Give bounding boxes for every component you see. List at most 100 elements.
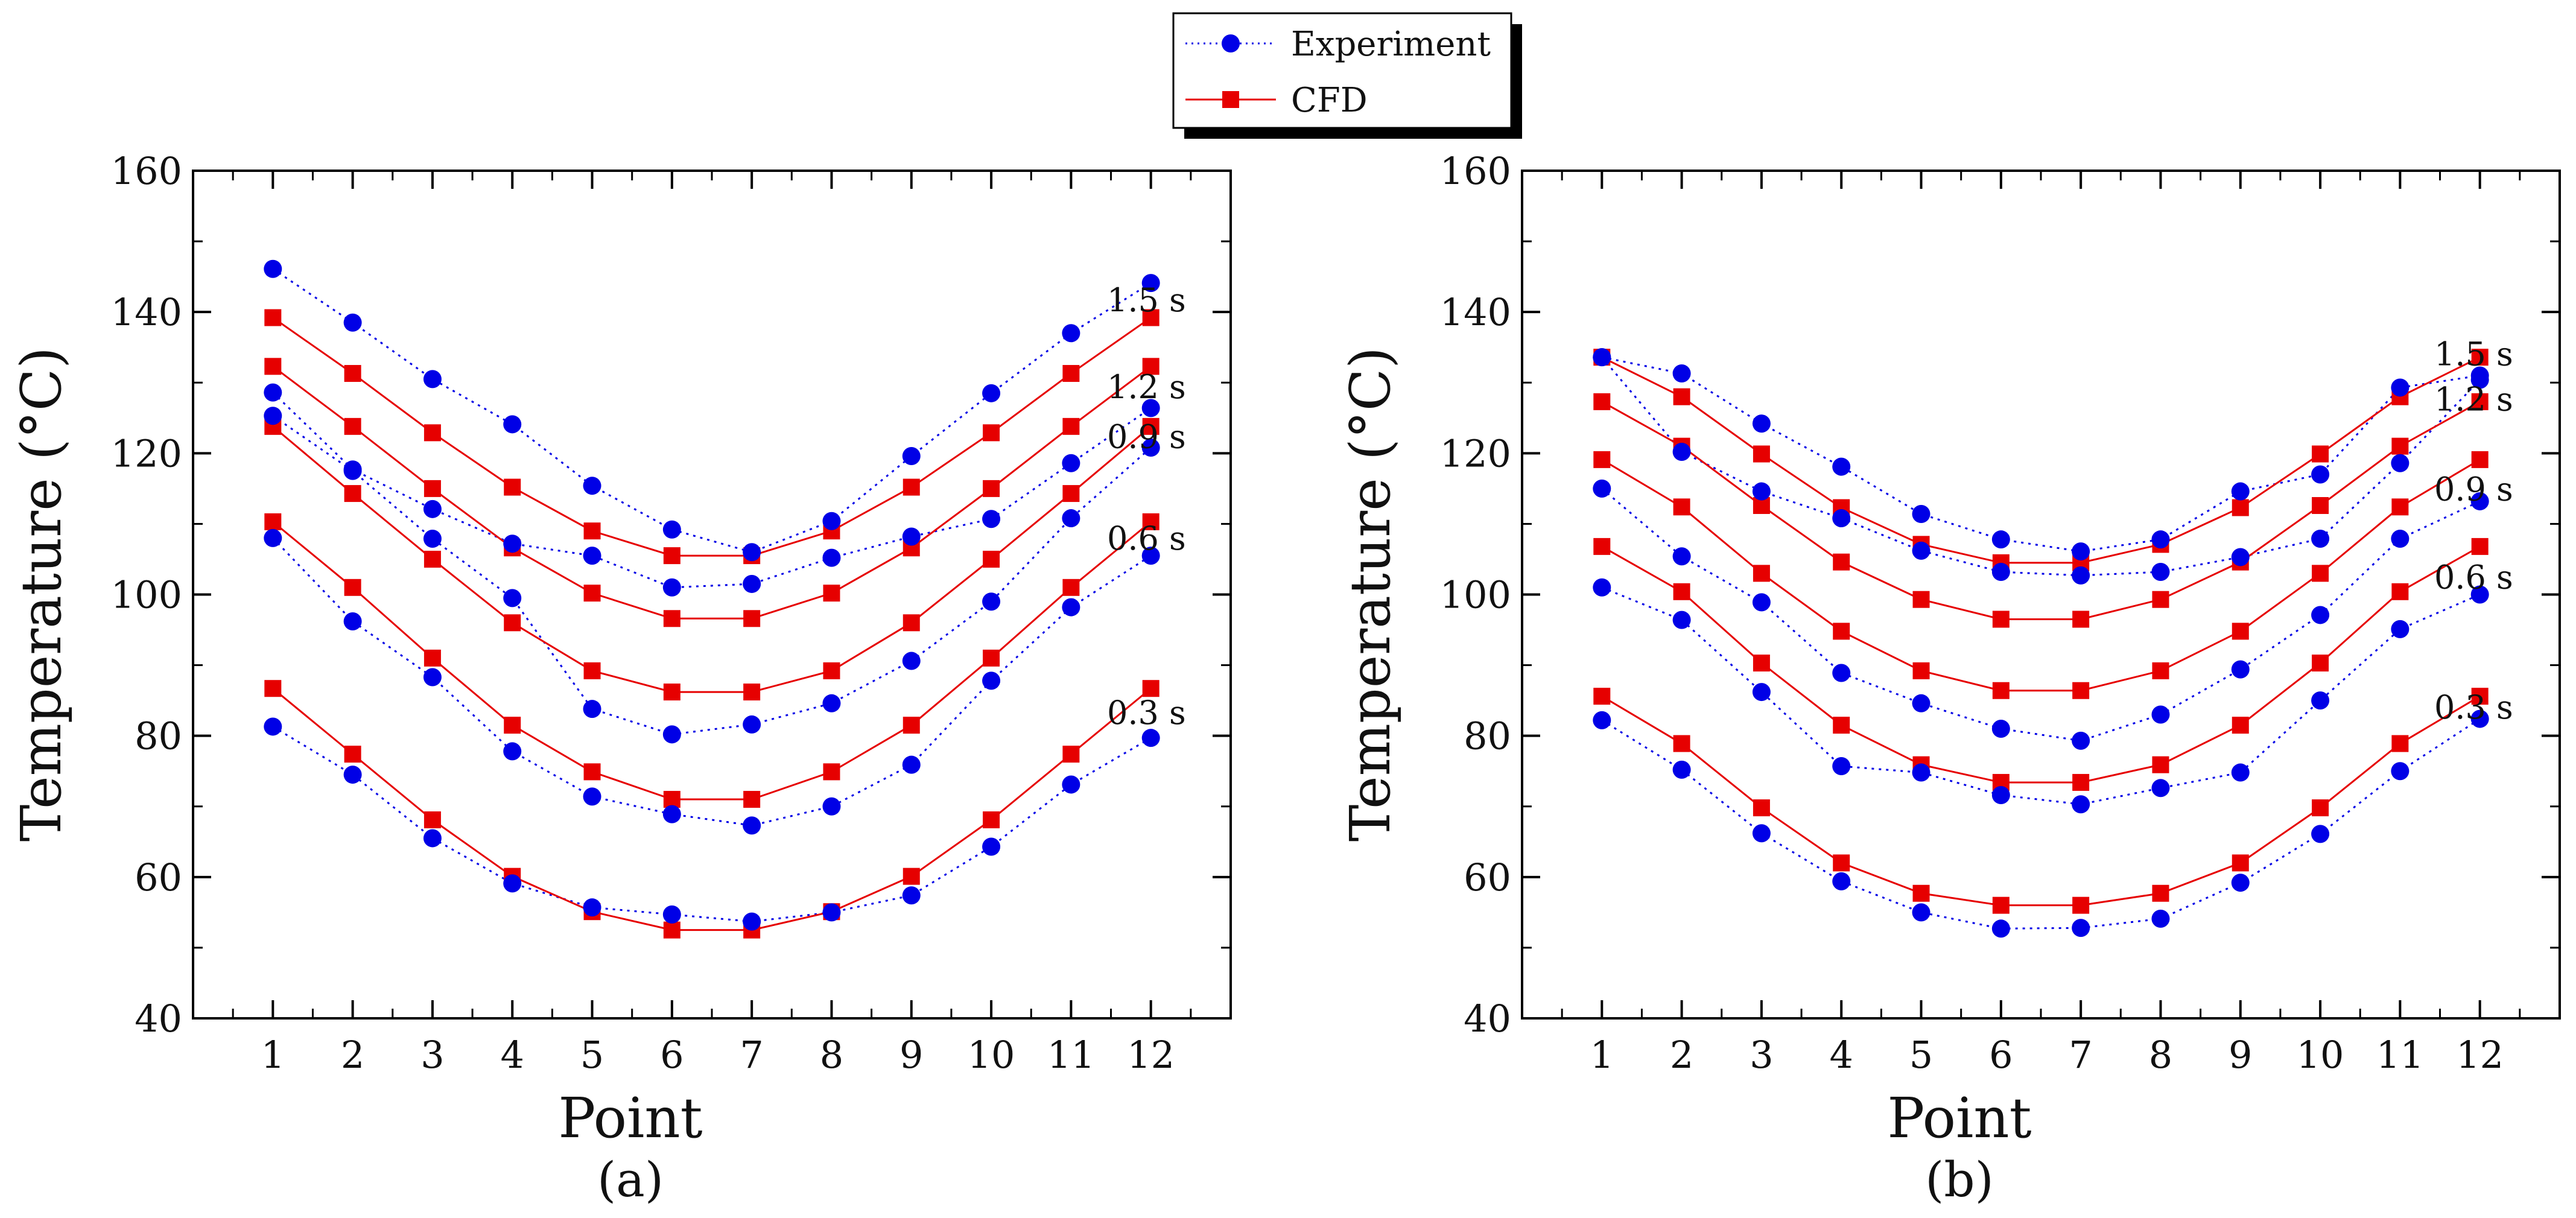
cfd-marker [1142, 513, 1160, 530]
experiment-marker [1991, 563, 2010, 582]
x-tick-label: 11 [1047, 1033, 1095, 1077]
experiment-marker [1752, 683, 1771, 702]
experiment-marker [1752, 414, 1771, 433]
cfd-marker [344, 746, 361, 763]
cfd-marker [823, 662, 840, 679]
cfd-marker [1673, 498, 1690, 516]
cfd-marker [2232, 854, 2249, 872]
cfd-marker [1673, 735, 1690, 752]
cfd-marker [743, 610, 761, 627]
y-tick-label: 140 [111, 290, 182, 334]
cfd-marker [1833, 854, 1850, 872]
experiment-marker [2391, 530, 2409, 548]
experiment-marker [902, 447, 921, 466]
group-label-1-2s: 1.2 s [2434, 381, 2513, 419]
experiment-marker [822, 797, 841, 816]
group-label-1-2s: 1.2 s [1107, 368, 1186, 406]
cfd-marker [743, 791, 761, 808]
cfd-marker [344, 579, 361, 596]
cfd-marker [983, 649, 1000, 667]
cfd-marker [2391, 437, 2409, 455]
panel-label: (a) [597, 1152, 664, 1208]
cfd-line [1601, 695, 2481, 907]
cfd-line [272, 688, 1152, 931]
experiment-marker [2072, 566, 2090, 585]
group-label-0-6s: 0.6 s [1107, 519, 1186, 557]
cfd-marker [1753, 565, 1770, 582]
experiment-marker [743, 574, 761, 593]
cfd-marker [983, 424, 1000, 442]
experiment-marker [743, 912, 761, 931]
experiment-marker [1062, 775, 1080, 794]
cfd-marker [983, 480, 1000, 497]
group-label-0-3s: 0.3 s [1107, 694, 1186, 732]
series-layer [264, 259, 1160, 939]
experiment-marker [2231, 660, 2250, 679]
experiment-line [272, 392, 1152, 589]
cfd-marker [264, 309, 282, 326]
cfd-marker [1673, 388, 1690, 405]
legend-experiment-marker [1222, 34, 1240, 52]
experiment-line [272, 268, 1152, 553]
cfd-marker [983, 550, 1000, 568]
experiment-marker [662, 725, 681, 744]
experiment-marker [1141, 274, 1160, 293]
x-tick-label: 2 [1670, 1033, 1693, 1077]
experiment-marker [1752, 824, 1771, 843]
cfd-marker [663, 547, 680, 565]
cfd-marker [2312, 496, 2329, 514]
experiment-marker [2072, 731, 2090, 750]
cfd-marker [903, 868, 920, 885]
experiment-marker [264, 383, 282, 402]
y-tick-label: 60 [1464, 855, 1511, 899]
experiment-marker [982, 671, 1001, 690]
experiment-marker [2151, 705, 2170, 724]
cfd-marker [424, 811, 441, 828]
experiment-marker [822, 903, 841, 922]
cfd-marker [1062, 417, 1080, 435]
experiment-marker [2231, 548, 2250, 566]
cfd-marker [583, 763, 601, 781]
cfd-marker [1593, 538, 1611, 555]
experiment-marker [583, 547, 601, 565]
cfd-marker [344, 417, 361, 435]
x-tick-label: 4 [501, 1033, 524, 1077]
cfd-marker [424, 550, 441, 568]
experiment-marker [2072, 542, 2090, 561]
experiment-marker [662, 520, 681, 539]
cfd-marker [264, 358, 282, 375]
experiment-marker [1141, 438, 1160, 457]
y-axis-title: Temperature (°C) [1338, 347, 1403, 842]
experiment-line [1601, 357, 2481, 577]
cfd-marker [2072, 611, 2090, 628]
cfd-marker [344, 365, 361, 382]
cfd-marker [2391, 583, 2409, 600]
x-tick-label: 10 [968, 1033, 1015, 1077]
experiment-marker [1593, 578, 1611, 597]
x-tick-label: 6 [1989, 1033, 2013, 1077]
cfd-marker [2471, 451, 2489, 468]
cfd-marker [2312, 655, 2329, 672]
x-axis-title: Point [1887, 1086, 2031, 1150]
cfd-line [272, 425, 1152, 693]
cfd-line [272, 366, 1152, 620]
experiment-marker [583, 477, 601, 495]
experiment-line [1602, 356, 2480, 553]
x-tick-label: 1 [261, 1033, 285, 1077]
experiment-marker [503, 534, 522, 553]
x-tick-label: 10 [2297, 1033, 2344, 1077]
cfd-marker [583, 522, 601, 540]
y-tick-label: 140 [1440, 290, 1511, 334]
experiment-marker [2231, 763, 2250, 782]
cfd-marker [1142, 309, 1160, 326]
cfd-marker [1833, 553, 1850, 571]
cfd-marker [663, 921, 680, 939]
cfd-line [1601, 356, 2481, 564]
experiment-marker [2231, 874, 2250, 892]
experiment-marker [902, 652, 921, 670]
cfd-marker [663, 610, 680, 627]
group-label-1-5s: 1.5 s [1107, 281, 1186, 319]
panel-label: (b) [1925, 1152, 1994, 1208]
cfd-marker [743, 684, 761, 701]
y-tick-label: 160 [111, 149, 182, 193]
